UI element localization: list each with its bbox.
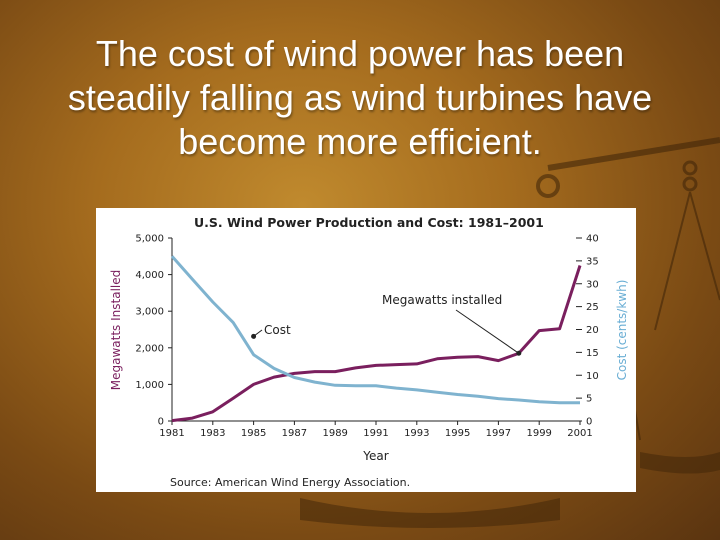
x-tick-label: 1987: [282, 428, 307, 439]
y-right-tick-label: 40: [586, 234, 599, 245]
x-tick-label: 1997: [486, 428, 511, 439]
x-tick-label: 1983: [200, 428, 225, 439]
y-right-tick-label: 0: [586, 417, 592, 428]
y-left-tick-label: 3,000: [135, 307, 164, 318]
megawatts-annotation-pointer: [455, 309, 520, 354]
y-left-tick-label: 0: [158, 417, 164, 428]
y-right-tick-label: 5: [586, 394, 592, 405]
y-left-axis-label: Megawatts Installed: [109, 270, 123, 390]
x-axis-label: Year: [362, 449, 388, 463]
y-right-tick-label: 20: [586, 325, 599, 336]
x-tick-label: 1993: [404, 428, 429, 439]
x-tick-label: 2001: [567, 428, 592, 439]
megawatts-series-line: [171, 265, 582, 423]
y-left-tick-label: 5,000: [135, 234, 164, 245]
slide-title: The cost of wind power has been steadily…: [67, 33, 653, 162]
y-right-tick-label: 10: [586, 371, 599, 382]
cost-annotation-dot: [251, 333, 257, 339]
y-right-axis-label: Cost (cents/kwh): [615, 280, 629, 381]
y-left-tick-label: 1,000: [135, 380, 164, 391]
y-left-tick-label: 2,000: [135, 343, 164, 354]
wind-power-chart: U.S. Wind Power Production and Cost: 198…: [109, 215, 629, 489]
y-right-tick-label: 30: [586, 279, 599, 290]
x-tick-label: 1995: [445, 428, 470, 439]
x-tick-label: 1991: [363, 428, 388, 439]
y-right-tick-label: 15: [586, 348, 599, 359]
megawatts-annotation-dot: [516, 350, 522, 356]
y-right-tick-label: 25: [586, 302, 599, 313]
cost-series-line: [170, 255, 580, 405]
x-tick-label: 1999: [526, 428, 551, 439]
megawatts-annotation: Megawatts installed: [382, 293, 502, 307]
y-right-tick-label: 35: [586, 256, 599, 267]
chart-title: U.S. Wind Power Production and Cost: 198…: [194, 215, 544, 230]
cost-annotation: Cost: [264, 323, 291, 337]
y-left-tick-label: 4,000: [135, 270, 164, 281]
x-tick-label: 1985: [241, 428, 266, 439]
chart-card: U.S. Wind Power Production and Cost: 198…: [96, 208, 636, 492]
chart-source: Source: American Wind Energy Association…: [170, 476, 410, 489]
x-tick-label: 1981: [159, 428, 184, 439]
x-tick-label: 1989: [322, 428, 347, 439]
